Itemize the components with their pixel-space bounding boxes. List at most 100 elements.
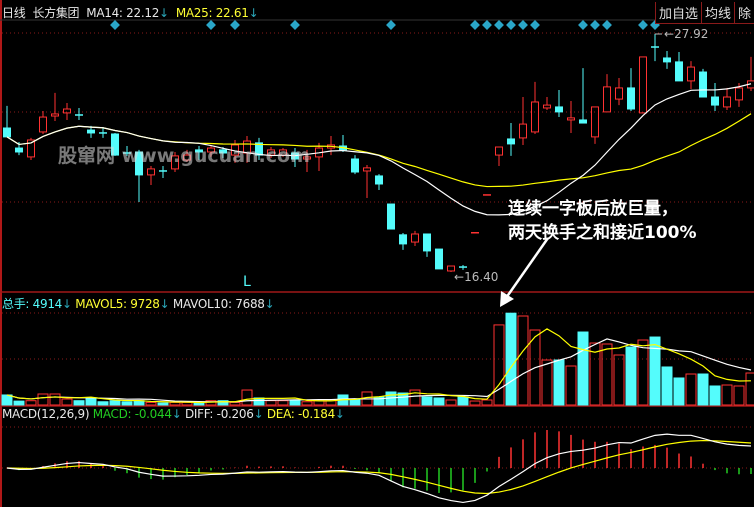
dea-value: DEA: -0.184 <box>266 407 335 421</box>
signal-diamond-icon <box>530 20 540 30</box>
candle-body <box>15 147 23 153</box>
signal-diamond-icon <box>482 20 492 30</box>
down-arrow-icon: ↓ <box>159 297 170 311</box>
candle-body <box>375 175 383 185</box>
volume-bar <box>25 400 37 406</box>
low-price-label: ←16.40 <box>454 270 499 284</box>
ma14-line <box>6 83 752 216</box>
volume-bar <box>277 400 289 406</box>
volume-bar <box>145 401 157 406</box>
candle-body <box>399 234 407 245</box>
down-arrow-icon: ↓ <box>264 297 275 311</box>
mavol5-line <box>6 328 752 404</box>
candle-body <box>675 61 683 82</box>
volume-bar <box>445 399 457 406</box>
volume-bar <box>169 401 181 406</box>
diff-line <box>6 433 752 504</box>
volume-bar <box>301 401 313 406</box>
signal-diamond-icon <box>518 20 528 30</box>
signal-diamond-icon <box>494 20 504 30</box>
candle-body <box>639 56 647 114</box>
candle-body <box>27 139 35 158</box>
watermark: 股窜网 www.gucuan.com <box>58 145 310 167</box>
volume-bar <box>517 315 529 406</box>
annotation-arrow-icon <box>504 237 550 299</box>
candle-body <box>699 71 707 98</box>
volume-bar <box>625 346 637 406</box>
candle-body <box>687 66 695 82</box>
macd-value: MACD: -0.044 <box>92 407 172 421</box>
arrowhead-icon <box>500 291 514 307</box>
ma25-value: MA25: 22.61 <box>175 6 249 20</box>
period-label[interactable]: 日线 <box>2 6 26 20</box>
volume-bar <box>37 393 49 406</box>
candle-body <box>171 155 179 170</box>
mavol5-value: MAVOL5: 9728 <box>75 297 160 311</box>
signal-diamond-icon <box>578 20 588 30</box>
diff-value: DIFF: -0.206 <box>184 407 254 421</box>
ex-rights-button[interactable]: 除 <box>733 2 754 24</box>
candle-body <box>87 129 95 134</box>
stock-name: 长方集团 <box>32 6 80 20</box>
candle-body <box>735 87 743 101</box>
signal-diamond-icon <box>206 20 216 30</box>
candle-body <box>603 86 611 113</box>
candle-body <box>183 154 191 161</box>
down-arrow-icon: ↓ <box>159 6 169 20</box>
volume-bar <box>673 377 685 406</box>
signal-diamond-icon <box>230 20 240 30</box>
volume-bar <box>745 372 754 406</box>
candle-body <box>615 87 623 100</box>
volume-bar <box>97 401 109 406</box>
candle-body <box>387 203 395 230</box>
candle-body <box>51 113 59 117</box>
candle-body <box>219 149 227 154</box>
volume-bar <box>457 396 469 406</box>
signal-diamond-icon <box>470 20 480 30</box>
down-arrow-icon: ↓ <box>62 297 72 311</box>
volume-bar <box>409 389 421 406</box>
volume-bar <box>577 331 589 406</box>
volume-bar <box>505 312 517 406</box>
volume-bar <box>541 359 553 406</box>
signal-diamond-icon <box>290 20 300 30</box>
candle-body <box>627 87 635 110</box>
volume-bar <box>493 324 505 406</box>
candle-body <box>579 119 587 124</box>
volume-bar <box>661 366 673 406</box>
moving-average-button[interactable]: 均线 <box>700 2 734 24</box>
candle-body <box>111 133 119 156</box>
dea-line <box>6 439 752 495</box>
low-price-value: 16.40 <box>464 270 499 284</box>
volume-bar <box>481 399 493 406</box>
volume-bar <box>697 373 709 406</box>
high-price-label: ←27.92 <box>664 27 709 41</box>
candle-body <box>591 106 599 138</box>
candle-body <box>39 116 47 133</box>
candle-body <box>447 265 455 272</box>
candle-body <box>363 167 371 172</box>
down-arrow-icon: ↓ <box>171 407 182 421</box>
add-watchlist-button[interactable]: 加自选 <box>654 2 701 24</box>
annotation-line-1: 连续一字板后放巨量， <box>508 199 678 219</box>
candle-body <box>135 151 143 176</box>
candle-body <box>507 138 515 145</box>
annotation-line-2: 两天换手之和接近100% <box>508 223 697 243</box>
down-arrow-icon: ↓ <box>253 407 264 421</box>
signal-diamond-icon <box>590 20 600 30</box>
candle-body <box>423 233 431 252</box>
candle-body <box>351 158 359 173</box>
macd-panel-header: MACD(12,26,9) MACD: -0.044↓ DIFF: -0.206… <box>2 407 345 421</box>
volume-bar <box>469 400 481 406</box>
down-arrow-icon: ↓ <box>248 6 259 20</box>
candle-body <box>435 248 443 270</box>
volume-bar <box>61 398 73 406</box>
candle-body <box>663 57 671 63</box>
marker-l: L <box>243 274 251 290</box>
mavol10-value: MAVOL10: 7688 <box>172 297 265 311</box>
candle-body <box>543 104 551 109</box>
signal-diamond-icon <box>506 20 516 30</box>
volume-bar <box>73 400 85 406</box>
candle-body <box>63 108 71 114</box>
